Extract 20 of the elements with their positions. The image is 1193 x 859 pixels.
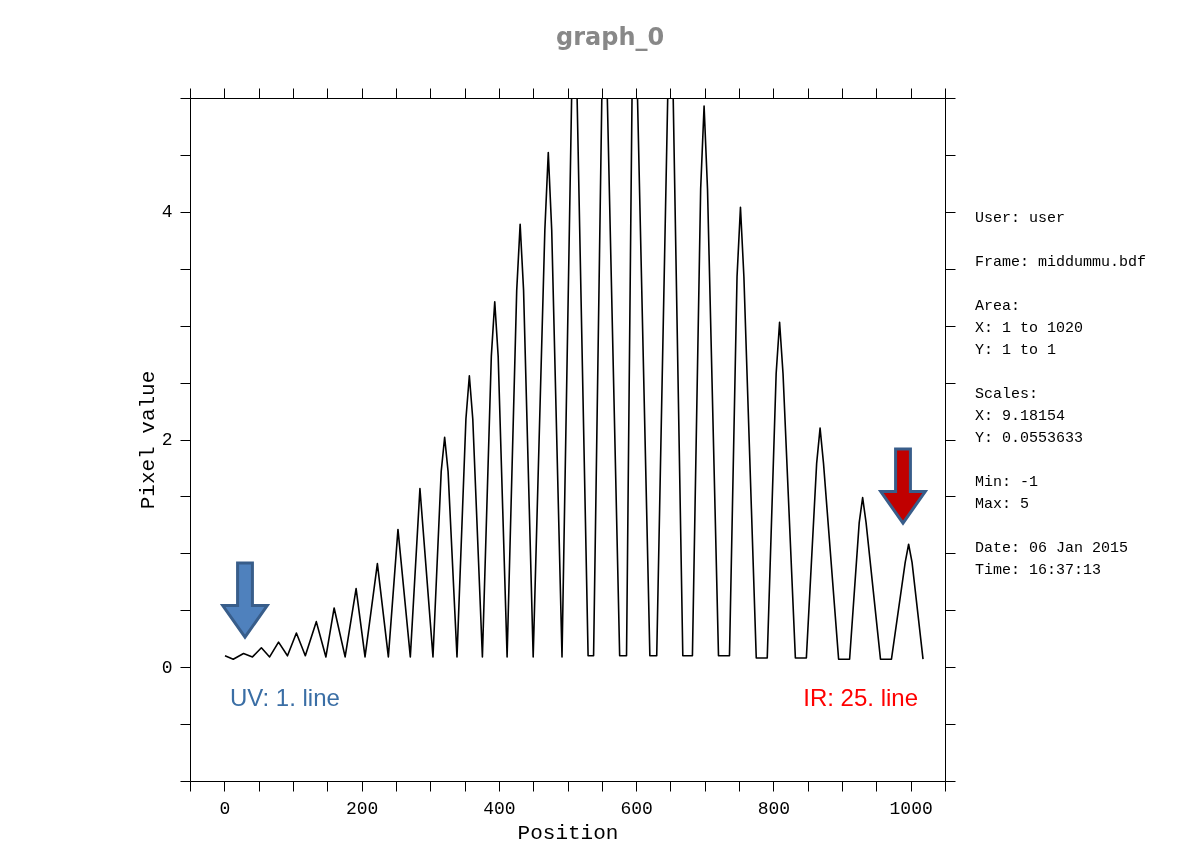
annotation: IR: 25. line — [803, 684, 918, 711]
text: Area: X: 1 to 1020 Y: 1 to 1 — [975, 298, 1084, 359]
chart-title: graph_0 — [556, 23, 665, 51]
y-tick-label: 4 — [161, 202, 173, 223]
x-tick-label: 800 — [757, 798, 791, 819]
text: User: user — [975, 210, 1066, 227]
y-axis-title: Pixel value — [136, 370, 160, 510]
text: Min: -1 Max: 5 — [975, 474, 1039, 513]
x-tick-label: 0 — [219, 798, 231, 819]
x-tick-label: 400 — [483, 798, 516, 819]
x-tick-label: 1000 — [889, 798, 933, 819]
x-tick-label: 600 — [620, 798, 653, 819]
x-tick-label: 200 — [345, 798, 379, 819]
x-axis-title: Position — [517, 821, 619, 845]
text: Scales: X: 9.18154 Y: 0.0553633 — [975, 386, 1084, 447]
text: Frame: middummu.bdf — [975, 254, 1147, 271]
y-tick-label: 2 — [161, 430, 173, 450]
y-tick-label: 0 — [161, 657, 173, 678]
annotation: UV: 1. line — [230, 684, 340, 711]
text: Date: 06 Jan 2015 Time: 16:37:13 — [975, 540, 1129, 579]
